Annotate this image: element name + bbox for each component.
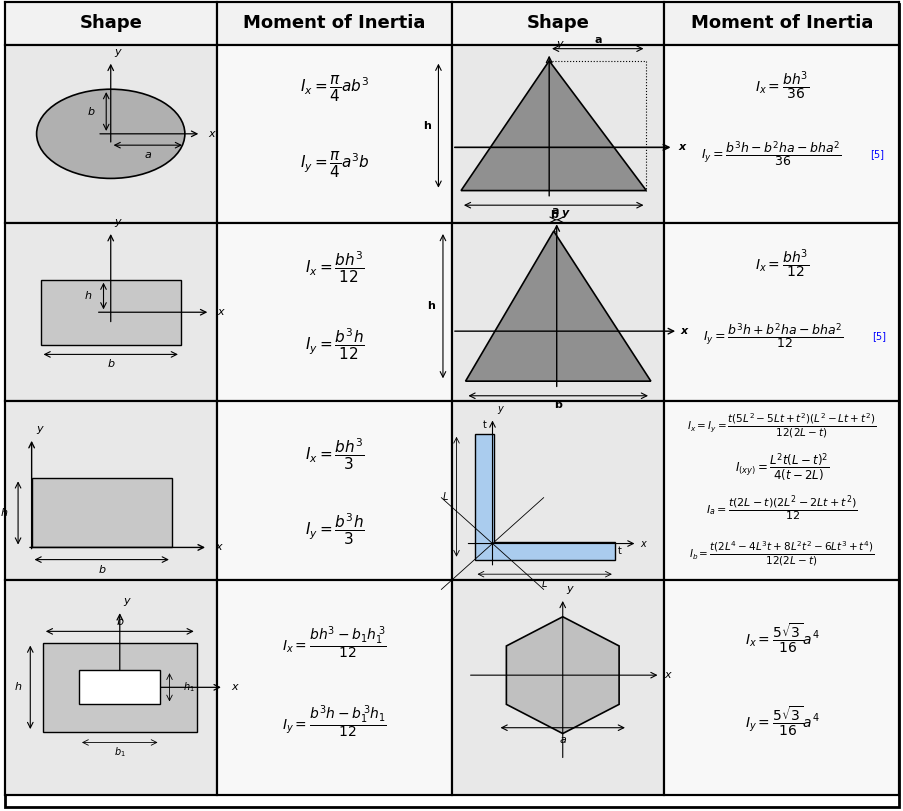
Polygon shape — [461, 61, 646, 191]
Text: Shape: Shape — [526, 14, 589, 32]
Text: y: y — [36, 424, 42, 434]
Text: $b_1$: $b_1$ — [114, 745, 126, 759]
Bar — [217, 580, 452, 795]
Text: $I_y = \dfrac{\pi}{4}a^3b$: $I_y = \dfrac{\pi}{4}a^3b$ — [299, 150, 369, 179]
Text: $I_y = \dfrac{b^3h - b^2ha - bha^2}{36}$: $I_y = \dfrac{b^3h - b^2ha - bha^2}{36}$ — [700, 139, 841, 169]
Bar — [217, 2, 452, 45]
Text: $I_x = \dfrac{bh^3}{12}$: $I_x = \dfrac{bh^3}{12}$ — [754, 247, 808, 280]
Text: x: x — [680, 326, 687, 336]
Text: $I_y = \dfrac{b^3h + b^2ha - bha^2}{12}$: $I_y = \dfrac{b^3h + b^2ha - bha^2}{12}$ — [702, 322, 842, 351]
Text: t: t — [482, 420, 486, 430]
Bar — [664, 580, 898, 795]
Text: a: a — [593, 35, 600, 45]
Text: y: y — [124, 596, 130, 607]
Text: Moment of Inertia: Moment of Inertia — [243, 14, 425, 32]
Bar — [452, 45, 664, 223]
Text: h: h — [427, 301, 434, 311]
Text: $I_{(xy)} = \dfrac{L^2t(L-t)^2}{4(t-2L)}$: $I_{(xy)} = \dfrac{L^2t(L-t)^2}{4(t-2L)}… — [734, 452, 828, 484]
Text: h: h — [14, 682, 21, 693]
Text: $I_x = \dfrac{bh^3}{12}$: $I_x = \dfrac{bh^3}{12}$ — [304, 250, 364, 285]
Text: $I_y = \dfrac{b^3h}{3}$: $I_y = \dfrac{b^3h}{3}$ — [304, 512, 364, 547]
Text: b: b — [98, 565, 105, 575]
Bar — [452, 401, 664, 580]
Bar — [5, 401, 217, 580]
Bar — [32, 478, 172, 547]
Text: a: a — [551, 206, 558, 216]
Text: L: L — [542, 579, 546, 589]
Text: b: b — [88, 106, 94, 117]
Bar — [5, 223, 217, 401]
Text: $I_x = \dfrac{\pi}{4}ab^3$: $I_x = \dfrac{\pi}{4}ab^3$ — [299, 75, 369, 104]
Text: h: h — [85, 291, 91, 301]
Text: h: h — [423, 121, 430, 131]
Polygon shape — [506, 616, 619, 733]
Text: [5]: [5] — [871, 332, 885, 341]
Text: t: t — [617, 546, 620, 556]
Text: x: x — [218, 307, 224, 317]
Text: Shape: Shape — [79, 14, 142, 32]
Text: $I_b = \dfrac{t(2L^4-4L^3t+8L^2t^2-6Lt^3+t^4)}{12(2L-t)}$: $I_b = \dfrac{t(2L^4-4L^3t+8L^2t^2-6Lt^3… — [688, 540, 874, 568]
Text: $h_1$: $h_1$ — [182, 680, 195, 694]
Polygon shape — [474, 434, 614, 560]
Text: y: y — [497, 404, 502, 414]
Bar — [452, 2, 664, 45]
Bar — [217, 45, 452, 223]
Text: x: x — [677, 143, 684, 152]
Bar — [664, 401, 898, 580]
Text: y: y — [114, 47, 121, 57]
Bar — [41, 280, 181, 345]
Text: $I_x = \dfrac{bh^3 - b_1h_1^{\,3}}{12}$: $I_x = \dfrac{bh^3 - b_1h_1^{\,3}}{12}$ — [282, 624, 386, 661]
Bar — [664, 223, 898, 401]
Text: a: a — [559, 735, 565, 744]
Text: $I_y = \dfrac{b^3h}{12}$: $I_y = \dfrac{b^3h}{12}$ — [304, 327, 364, 363]
Text: $I_x = \dfrac{bh^3}{36}$: $I_x = \dfrac{bh^3}{36}$ — [754, 69, 808, 101]
Bar — [79, 670, 161, 704]
Text: x: x — [215, 543, 221, 552]
Bar — [217, 401, 452, 580]
Text: a: a — [144, 150, 151, 160]
Text: h: h — [1, 508, 8, 518]
Text: x: x — [231, 682, 237, 693]
Text: y: y — [556, 39, 563, 49]
Bar — [664, 2, 898, 45]
Ellipse shape — [36, 89, 185, 178]
Text: [5]: [5] — [870, 149, 883, 159]
Bar — [5, 45, 217, 223]
Text: $I_a = \dfrac{t(2L-t)(2L^2-2Lt+t^2)}{12}$: $I_a = \dfrac{t(2L-t)(2L^2-2Lt+t^2)}{12}… — [705, 493, 857, 524]
Text: x: x — [663, 670, 670, 680]
Text: $I_x = \dfrac{5\sqrt{3}}{16}a^4$: $I_x = \dfrac{5\sqrt{3}}{16}a^4$ — [744, 622, 818, 655]
Text: $I_y = \dfrac{5\sqrt{3}}{16}a^4$: $I_y = \dfrac{5\sqrt{3}}{16}a^4$ — [744, 705, 818, 738]
Text: $I_x = \dfrac{bh^3}{3}$: $I_x = \dfrac{bh^3}{3}$ — [304, 436, 364, 472]
Bar — [5, 2, 217, 45]
Text: x: x — [209, 129, 215, 139]
Text: b: b — [549, 210, 557, 220]
Text: x: x — [639, 539, 645, 548]
Text: L: L — [442, 491, 448, 502]
Text: y: y — [562, 208, 569, 218]
Text: y: y — [114, 217, 121, 227]
Text: b: b — [107, 359, 114, 369]
Bar — [452, 580, 664, 795]
Bar — [217, 223, 452, 401]
Text: $I_x = I_y = \dfrac{t(5L^2-5Lt+t^2)(L^2-Lt+t^2)}{12(2L-t)}$: $I_x = I_y = \dfrac{t(5L^2-5Lt+t^2)(L^2-… — [686, 412, 876, 440]
Polygon shape — [465, 231, 650, 381]
Text: $I_y = \dfrac{b^3h - b_1^{\,3}h_1}{12}$: $I_y = \dfrac{b^3h - b_1^{\,3}h_1}{12}$ — [282, 703, 386, 740]
Text: b: b — [554, 401, 562, 410]
Bar — [5, 580, 217, 795]
Bar — [664, 45, 898, 223]
Bar — [452, 223, 664, 401]
Text: b: b — [116, 616, 123, 627]
Bar — [43, 642, 197, 732]
Text: y: y — [565, 584, 573, 594]
Text: Moment of Inertia: Moment of Inertia — [690, 14, 872, 32]
